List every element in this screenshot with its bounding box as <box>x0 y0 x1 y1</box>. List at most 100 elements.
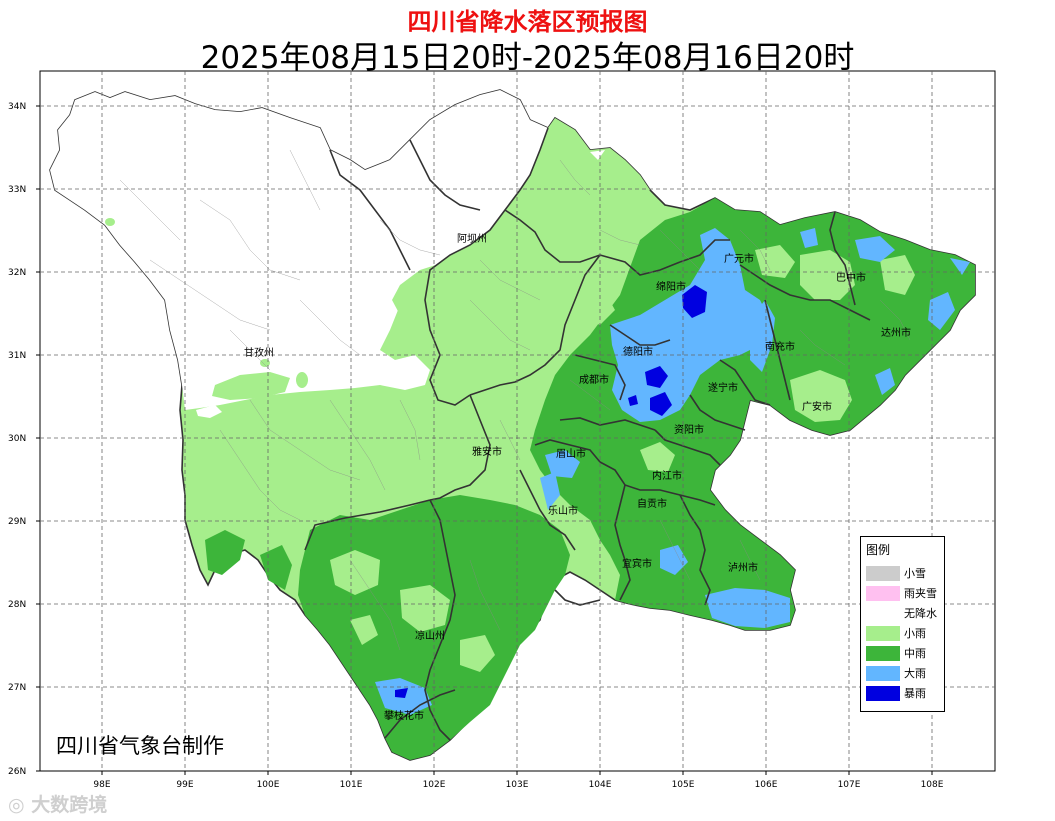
light-rain-blob-small2 <box>296 372 308 388</box>
city-label-bazhong: 巴中市 <box>836 271 866 284</box>
longitude-labels: 98E 99E 100E 101E 102E 103E 104E 105E 10… <box>93 780 943 790</box>
lat-label: 27N <box>8 683 26 693</box>
heavy-rain-guangyuan <box>800 228 818 248</box>
legend-label: 大雨 <box>904 667 926 680</box>
legend-swatch <box>866 666 900 681</box>
light-rain-patch-liangshan1 <box>330 550 380 595</box>
heavy-rain-leshan <box>540 472 560 510</box>
city-label-meishan: 眉山市 <box>556 447 586 460</box>
legend-label: 暴雨 <box>904 687 926 700</box>
city-label-suining: 遂宁市 <box>708 381 738 394</box>
legend-title: 图例 <box>866 543 891 557</box>
light-rain-blob-small1 <box>393 337 417 351</box>
rainstorm-mianyang <box>682 285 707 318</box>
legend-swatch <box>866 606 900 621</box>
legend-swatch <box>866 566 900 581</box>
moderate-rain-west-strip <box>205 530 245 575</box>
heavy-rain-ne-corner <box>950 258 970 275</box>
legend-item-rainstorm: 暴雨 <box>866 685 942 701</box>
light-rain-blob-east <box>530 118 650 215</box>
lon-label: 108E <box>921 780 944 790</box>
axis-ticks <box>36 105 933 775</box>
graticule <box>40 71 995 771</box>
city-label-nanchong: 南充市 <box>765 340 795 353</box>
lon-label: 106E <box>755 780 778 790</box>
light-rain-blob-small3 <box>105 218 115 226</box>
white-patch-west <box>196 405 222 418</box>
legend-swatch <box>866 626 900 641</box>
city-label-mianyang: 绵阳市 <box>656 280 686 293</box>
legend-label: 中雨 <box>904 647 926 660</box>
lon-label: 103E <box>506 780 529 790</box>
moderate-rain-northeast <box>530 198 975 630</box>
light-rain-blob-small4 <box>260 359 270 367</box>
light-rain-patch-guangan <box>790 370 852 422</box>
lat-label: 30N <box>8 434 26 444</box>
light-rain-patch-nanchong <box>755 245 795 278</box>
city-label-aba: 阿坝州 <box>457 233 487 245</box>
heavy-rain-luzhou <box>705 588 790 628</box>
lon-label: 98E <box>93 780 110 790</box>
rainstorm-chengdu2 <box>628 395 638 406</box>
watermark-text: 大数跨境 <box>31 794 108 816</box>
legend-item-no-precip: 无降水 <box>866 605 942 621</box>
light-rain-patch-bazhong <box>800 250 855 300</box>
lat-label: 33N <box>8 185 26 195</box>
city-label-chengdu: 成都市 <box>579 373 609 386</box>
lat-label: 26N <box>8 767 26 777</box>
lon-label: 99E <box>176 780 193 790</box>
lon-label: 107E <box>838 780 861 790</box>
legend-swatch <box>866 646 900 661</box>
light-rain-blob-ganzi <box>212 372 290 400</box>
lon-label: 104E <box>589 780 612 790</box>
city-label-zigong: 自贡市 <box>637 497 667 510</box>
lat-label: 34N <box>8 102 26 112</box>
city-labels: 阿坝州 甘孜州 广元市 巴中市 绵阳市 达州市 德阳市 南充市 成都市 遂宁市 … <box>244 233 911 722</box>
city-label-yibin: 宜宾市 <box>622 557 652 570</box>
lat-label: 31N <box>8 351 26 361</box>
legend-label: 无降水 <box>904 607 937 620</box>
heavy-rain-dazhou-north <box>855 236 895 262</box>
light-rain-patch-zigong <box>640 442 675 472</box>
lat-label: 29N <box>8 517 26 527</box>
legend-label: 小雨 <box>904 627 926 640</box>
watermark: ◎ 大数跨境 <box>8 790 107 817</box>
prefecture-boundaries <box>304 127 871 741</box>
light-rain-patch-liangshan2 <box>400 585 450 632</box>
heavy-rain-meishan <box>545 450 580 478</box>
county-boundaries <box>119 149 911 651</box>
legend-swatch <box>866 686 900 701</box>
city-label-guangyuan: 广元市 <box>724 252 754 265</box>
rainstorm-panzhihua <box>395 688 408 698</box>
light-rain-patch-dazhou <box>880 255 915 295</box>
legend-swatch <box>866 586 900 601</box>
legend-item-moderate-rain: 中雨 <box>866 645 942 661</box>
city-label-yaan: 雅安市 <box>472 445 502 458</box>
city-label-dazhou: 达州市 <box>881 326 911 339</box>
lon-label: 100E <box>257 780 280 790</box>
city-label-guangan: 广安市 <box>802 400 832 413</box>
city-label-panzhihua: 攀枝花市 <box>384 709 424 722</box>
watermark-icon: ◎ <box>8 794 32 816</box>
lon-label: 105E <box>672 780 695 790</box>
light-rain-patch-liangshan4 <box>350 615 378 645</box>
city-label-liangshan: 凉山州 <box>415 629 445 642</box>
legend-item-light-rain: 小雨 <box>866 625 942 641</box>
city-label-ganzi: 甘孜州 <box>244 346 274 359</box>
light-rain-patch-liangshan3 <box>460 635 495 672</box>
no-precip-zone-northwest <box>50 90 548 410</box>
city-label-ziyang: 资阳市 <box>674 423 704 436</box>
rainstorm-chengdu <box>650 392 672 416</box>
lon-label: 102E <box>423 780 446 790</box>
lon-label: 101E <box>340 780 363 790</box>
map-title: 四川省降水落区预报图 <box>407 8 648 36</box>
legend-item-light-snow: 小雪 <box>866 565 942 581</box>
city-label-deyang: 德阳市 <box>623 345 653 358</box>
legend: 图例 小雪 雨夹雪 无降水 小雨 中雨 大雨 暴雨 <box>860 536 945 712</box>
city-label-leshan: 乐山市 <box>548 504 578 517</box>
heavy-rain-dazhou-east <box>928 292 955 330</box>
city-label-luzhou: 泸州市 <box>728 561 758 574</box>
legend-label: 雨夹雪 <box>904 587 937 600</box>
latitude-labels: 34N 33N 32N 31N 30N 29N 28N 27N 26N <box>8 102 26 777</box>
light-rain-patch-deyang <box>585 292 615 325</box>
